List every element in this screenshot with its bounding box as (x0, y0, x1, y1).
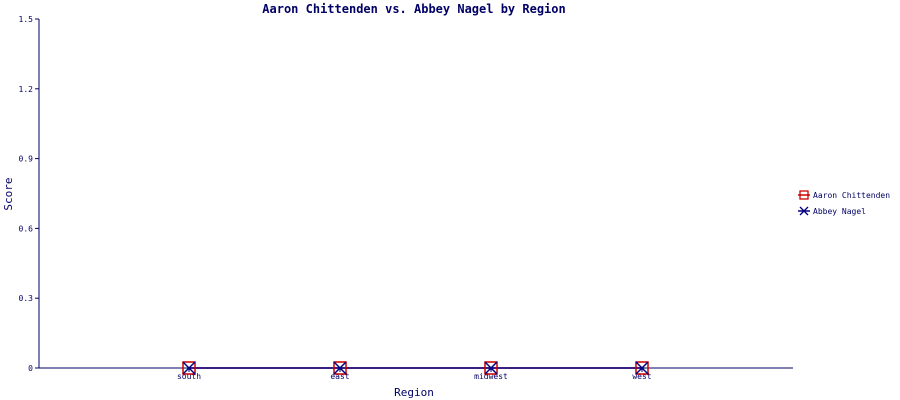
y-tick-label: 0.9 (19, 155, 34, 164)
legend-label: Abbey Nagel (813, 207, 866, 216)
x-tick-label: midwest (474, 372, 508, 381)
legend-marker (799, 206, 809, 216)
chart-title: Aaron Chittenden vs. Abbey Nagel by Regi… (262, 2, 565, 16)
x-tick-label: south (177, 372, 201, 381)
x-tick-label: east (330, 372, 349, 381)
y-tick-label: 1.2 (19, 85, 34, 94)
x-ticks: south east midwest west (177, 368, 652, 381)
legend-item: Aaron Chittenden (798, 190, 890, 200)
series-point (182, 361, 196, 375)
x-tick-label: west (632, 372, 651, 381)
series-point (635, 361, 649, 375)
y-ticks: 0 0.3 0.6 0.9 1.2 1.5 (19, 15, 39, 373)
y-tick-label: 0 (28, 364, 33, 373)
series-point (182, 361, 196, 375)
legend-item: Abbey Nagel (798, 206, 866, 216)
series-point (484, 361, 498, 375)
series-layer (182, 361, 649, 375)
legend-label: Aaron Chittenden (813, 191, 890, 200)
series-point (333, 361, 347, 375)
series-point (333, 361, 347, 375)
series-point (484, 361, 498, 375)
series-point (635, 361, 649, 375)
y-axis-label: Score (2, 177, 15, 210)
y-tick-label: 0.6 (19, 224, 34, 233)
x-axis-label: Region (394, 386, 434, 399)
y-tick-label: 1.5 (19, 15, 34, 24)
y-tick-label: 0.3 (19, 294, 34, 303)
legend: Aaron Chittenden Abbey Nagel (798, 190, 890, 216)
legend-marker (799, 190, 809, 200)
